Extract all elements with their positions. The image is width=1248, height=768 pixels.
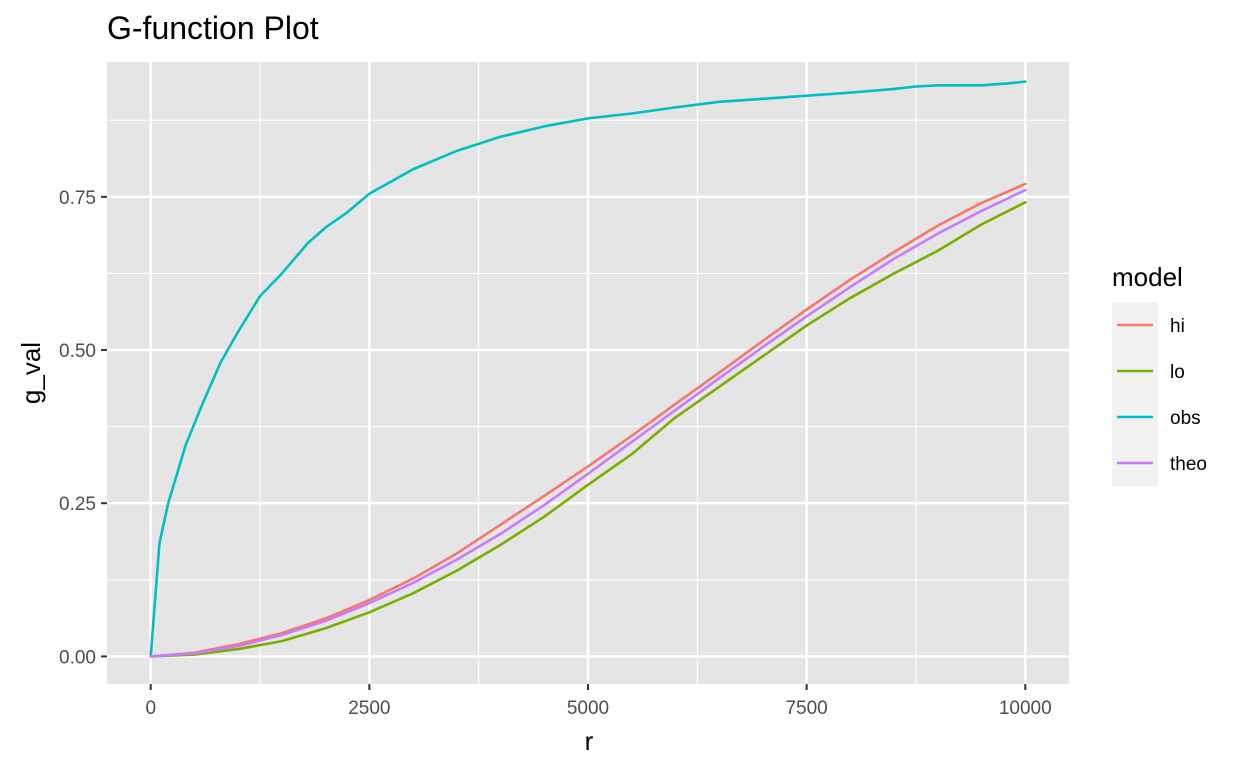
x-tick-label: 5000 — [567, 698, 609, 719]
x-tick-label: 2500 — [348, 698, 390, 719]
legend-label-theo: theo — [1170, 454, 1207, 475]
series-line-lo — [149, 201, 1027, 658]
x-tick-label: 10000 — [999, 698, 1052, 719]
legend-label-hi: hi — [1170, 316, 1185, 337]
axes: 0 2500 5000 7500 10000 0.00 0.25 0.50 0.75 — [59, 188, 1052, 719]
legend-label-obs: obs — [1170, 408, 1201, 429]
series-line-hi — [149, 182, 1027, 658]
x-tick-label: 0 — [145, 698, 156, 719]
legend-title: model — [1112, 262, 1183, 292]
y-tick-label: 0.75 — [59, 188, 96, 209]
y-axis-title: g_val — [16, 342, 46, 404]
legend-label-lo: lo — [1170, 362, 1185, 383]
legend-key-background — [1112, 302, 1158, 486]
x-tick-label: 7500 — [785, 698, 827, 719]
series-lines — [149, 80, 1027, 658]
y-tick-label: 0.50 — [59, 341, 96, 362]
chart-title: G-function Plot — [107, 10, 319, 46]
legend: model hi lo obs theo — [1112, 262, 1207, 486]
y-tick-label: 0.00 — [59, 647, 96, 668]
series-line-theo — [149, 188, 1027, 658]
series-line-obs — [149, 80, 1027, 658]
x-axis-title: r — [585, 726, 594, 756]
grid-lines — [107, 62, 1069, 684]
y-tick-label: 0.25 — [59, 494, 96, 515]
